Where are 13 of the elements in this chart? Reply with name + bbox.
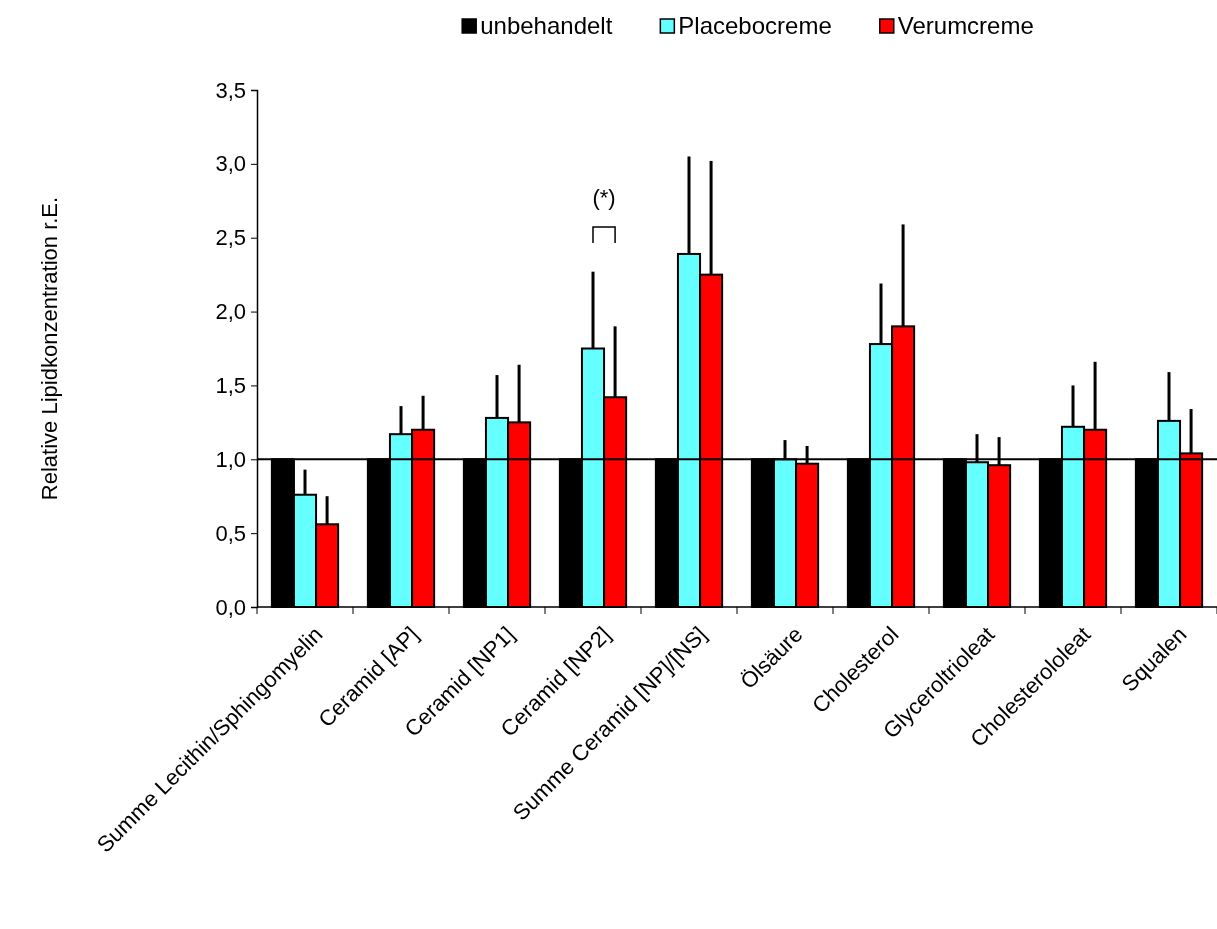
legend-label: unbehandelt xyxy=(480,12,613,39)
y-tick-label: 1,0 xyxy=(215,446,246,472)
annotation: (*) xyxy=(592,185,616,210)
y-axis-title: Relative Lipidkonzentration r.E. xyxy=(37,196,62,501)
y-tick-label: 1,5 xyxy=(215,372,246,398)
y-tick-label: 0,0 xyxy=(215,594,246,620)
y-tick-label: 2,5 xyxy=(215,225,246,251)
legend-label: Verumcreme xyxy=(897,12,1034,39)
y-tick-label: 2,0 xyxy=(215,299,246,325)
y-tick-label: 0,5 xyxy=(215,520,246,546)
y-tick-label: 3,5 xyxy=(215,77,246,103)
legend-label: Placebocreme xyxy=(678,12,832,39)
y-tick-label: 3,0 xyxy=(215,151,246,177)
